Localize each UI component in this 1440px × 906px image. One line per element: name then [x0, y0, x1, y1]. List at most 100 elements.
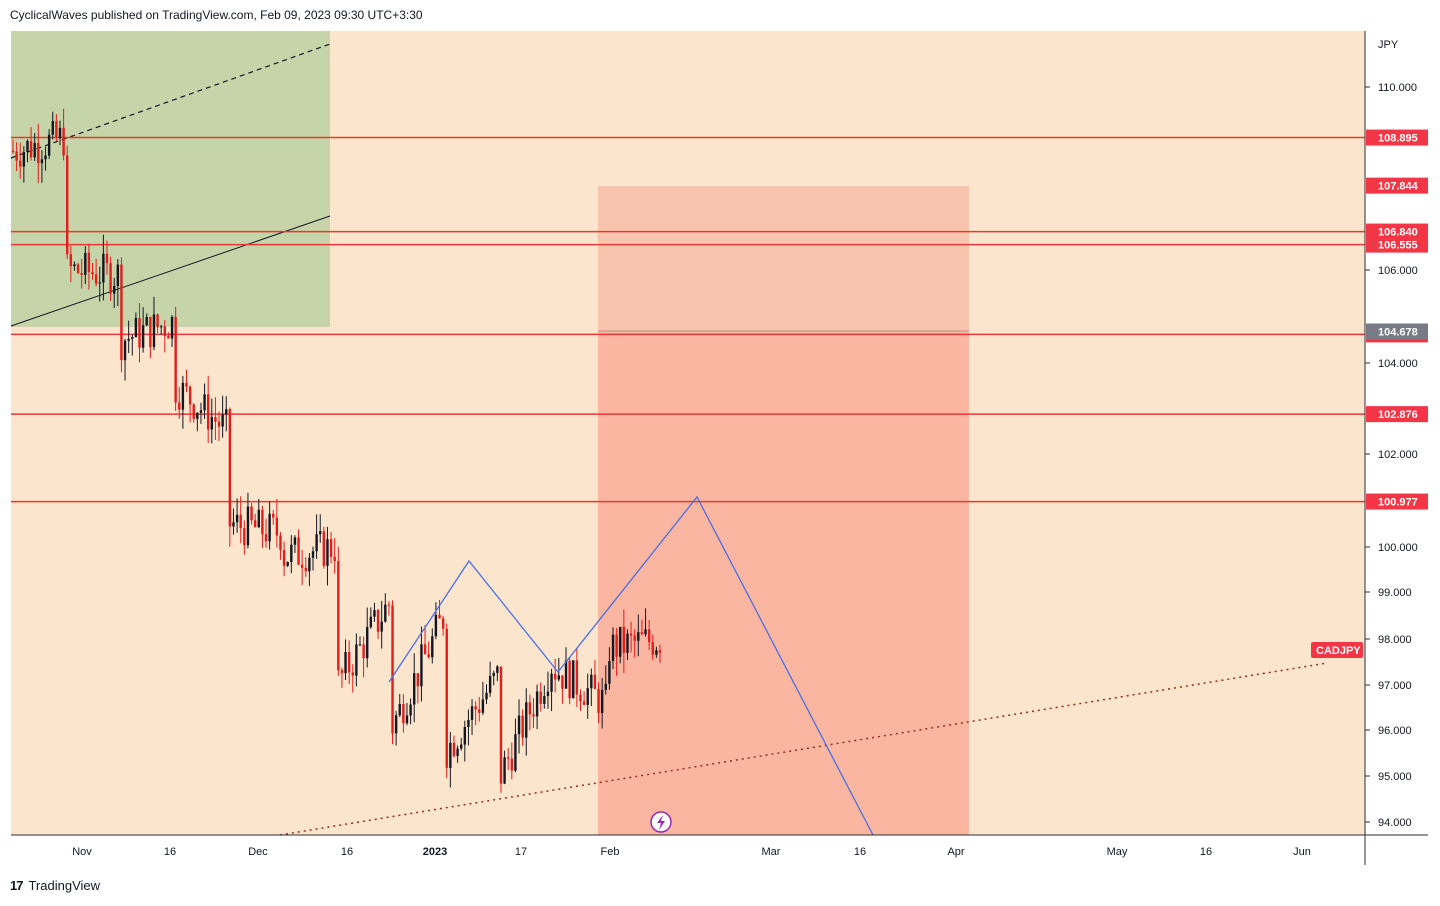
- candle-body: [127, 338, 130, 341]
- x-tick-label-11: 16: [1200, 846, 1212, 858]
- candle-body: [98, 282, 101, 284]
- candle-body: [131, 337, 134, 339]
- candle-body: [203, 394, 206, 411]
- candle-body: [373, 610, 376, 617]
- candle-body: [319, 531, 322, 535]
- candle-body: [19, 160, 22, 167]
- symbol-tag-text: CADJPY: [1316, 645, 1361, 657]
- short-position-stop-zone: [598, 186, 969, 331]
- candle-body: [279, 535, 282, 550]
- green-channel-zone: [11, 31, 330, 327]
- candle-body: [66, 155, 69, 255]
- candle-body: [546, 691, 550, 697]
- candle-body: [141, 325, 145, 348]
- x-tick-label-7: Mar: [762, 846, 781, 858]
- x-tick-label-8: 16: [854, 846, 866, 858]
- candle-body: [196, 412, 199, 419]
- price-tag-text-3: 106.555: [1378, 240, 1418, 252]
- candle-body: [76, 264, 80, 274]
- candle-body: [69, 254, 73, 267]
- candle-body: [138, 317, 141, 348]
- y-tick-label-5: 99.000: [1378, 587, 1412, 599]
- candle-body: [503, 757, 506, 784]
- candle-body: [47, 134, 51, 156]
- candle-body: [387, 604, 391, 606]
- y-axis-ticks: 110.000 106.000 104.000 102.000 100.000 99.00…: [1365, 82, 1418, 829]
- candle-body: [391, 605, 394, 734]
- candle-body: [629, 633, 633, 636]
- candle-body: [647, 629, 651, 643]
- candle-body: [250, 506, 253, 521]
- candle-body: [460, 744, 463, 749]
- candle-body: [402, 703, 405, 724]
- candle-body: [253, 520, 257, 528]
- candle-body: [167, 335, 170, 339]
- candle-body: [40, 159, 44, 164]
- price-tag-text-0: 108.895: [1378, 133, 1418, 145]
- candle-body: [376, 610, 380, 632]
- candle-body: [51, 120, 54, 135]
- candle-body: [11, 151, 15, 153]
- candle-body: [109, 263, 112, 294]
- candle-body: [228, 409, 232, 527]
- candle-body: [22, 151, 26, 167]
- x-tick-label-1: 16: [164, 846, 176, 858]
- candle-body: [510, 758, 514, 771]
- candle-body: [478, 709, 481, 713]
- candle-body: [261, 509, 264, 535]
- price-tag-2: [1366, 223, 1428, 240]
- y-tick-label-8: 96.000: [1378, 725, 1412, 737]
- candle-body: [564, 660, 568, 689]
- candle-body: [579, 694, 582, 702]
- candle-body: [463, 726, 467, 745]
- candle-body: [517, 715, 521, 735]
- candle-body: [123, 340, 127, 361]
- candle-body: [188, 386, 192, 405]
- symbol-tag[interactable]: CADJPY: [1311, 642, 1363, 658]
- candle-body: [300, 564, 304, 568]
- candle-body: [640, 632, 644, 635]
- candle-body: [178, 402, 181, 410]
- candle-body: [105, 253, 109, 264]
- candle-body: [474, 706, 477, 710]
- candle-body: [73, 264, 76, 267]
- candle-body: [210, 417, 213, 430]
- candle-body: [246, 506, 250, 546]
- candle-body: [590, 674, 593, 689]
- candle-body: [181, 382, 185, 410]
- candle-body: [405, 715, 409, 724]
- candle-body: [134, 317, 138, 338]
- candle-body: [644, 629, 647, 635]
- candle-body: [394, 715, 398, 734]
- candle-body: [159, 326, 163, 328]
- candle-body: [506, 757, 510, 759]
- candle-body: [44, 155, 47, 160]
- x-tick-label-9: Apr: [947, 846, 964, 858]
- candle-body: [308, 557, 311, 572]
- candle-body: [37, 143, 40, 164]
- y-tick-label-10: 94.000: [1378, 817, 1412, 829]
- publisher-attribution: CyclicalWaves published on TradingView.c…: [10, 8, 423, 22]
- candle-body: [275, 517, 279, 536]
- candle-body: [633, 635, 636, 641]
- candle-body: [347, 652, 351, 673]
- currency-label: JPY: [1378, 39, 1399, 51]
- candle-body: [611, 634, 615, 662]
- tradingview-logo-icon: 17: [10, 878, 24, 893]
- current-price-text: 104.678: [1378, 326, 1418, 338]
- candle-body: [582, 701, 586, 705]
- channel-lower-line[interactable]: [10, 215, 331, 327]
- candle-body: [413, 673, 416, 705]
- x-tick-label-0: Nov: [72, 846, 92, 858]
- candle-body: [326, 539, 329, 566]
- footer-branding: 17 TradingView: [10, 878, 100, 893]
- candle-body: [268, 513, 271, 542]
- candle-body: [366, 627, 369, 659]
- candle-body: [384, 604, 387, 622]
- head-shoulders-pattern-line[interactable]: [388, 495, 874, 836]
- price-tag-text-6: 100.977: [1378, 497, 1418, 509]
- candle-body: [80, 273, 83, 275]
- candle-body: [351, 672, 354, 676]
- lightning-icon[interactable]: [650, 811, 672, 833]
